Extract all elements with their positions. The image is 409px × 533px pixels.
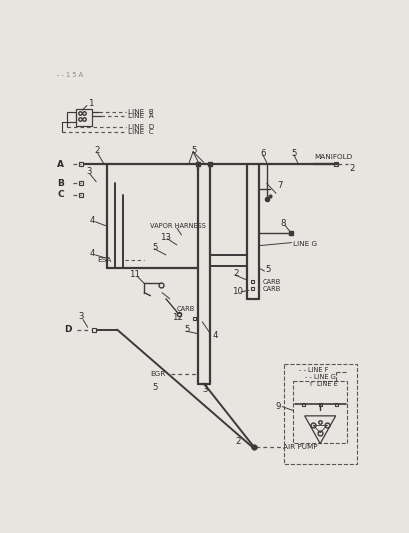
Bar — [67, 112, 76, 123]
Text: 5: 5 — [265, 265, 270, 274]
Text: 2: 2 — [94, 147, 99, 156]
Text: 8: 8 — [280, 219, 285, 228]
Bar — [251, 280, 254, 284]
Bar — [79, 193, 83, 197]
Text: 2: 2 — [234, 437, 240, 446]
Text: 11: 11 — [128, 270, 139, 279]
Bar — [92, 328, 96, 332]
Text: 9: 9 — [275, 402, 281, 411]
Text: r  LINE E: r LINE E — [309, 381, 337, 387]
Text: 4: 4 — [212, 330, 218, 340]
Text: 4: 4 — [90, 216, 95, 225]
Text: AIR PUMP: AIR PUMP — [282, 445, 317, 450]
Bar — [76, 109, 91, 126]
Text: 3: 3 — [202, 385, 207, 394]
Text: 3: 3 — [86, 167, 91, 176]
Text: 10: 10 — [231, 287, 242, 296]
Text: EGR: EGR — [150, 372, 165, 377]
Text: 2: 2 — [233, 269, 238, 278]
Text: CARB: CARB — [262, 279, 281, 285]
Bar — [79, 181, 83, 185]
Text: ESA: ESA — [97, 257, 112, 263]
Bar — [79, 162, 83, 166]
Text: 2: 2 — [349, 164, 354, 173]
Text: LINE G: LINE G — [292, 241, 317, 247]
Text: - - LINE G: - - LINE G — [305, 374, 335, 381]
Text: 7: 7 — [277, 181, 282, 190]
Text: LINE  C: LINE C — [128, 129, 153, 135]
Text: 5: 5 — [291, 149, 296, 158]
Bar — [318, 403, 321, 406]
Text: C: C — [57, 190, 64, 199]
Text: D: D — [64, 325, 72, 334]
Text: B: B — [57, 179, 64, 188]
Bar — [193, 317, 196, 320]
Text: - - 1 5 A: - - 1 5 A — [57, 72, 83, 78]
Text: MANIFOLD: MANIFOLD — [314, 154, 352, 160]
Text: 5: 5 — [184, 325, 190, 334]
Text: 5: 5 — [152, 383, 157, 392]
Text: 4: 4 — [90, 249, 95, 258]
Text: CARB: CARB — [262, 286, 281, 292]
Text: 1: 1 — [88, 100, 93, 109]
Text: 6: 6 — [260, 149, 265, 158]
Text: 5: 5 — [152, 243, 157, 252]
Text: CARB: CARB — [176, 306, 195, 312]
Text: 3: 3 — [78, 312, 84, 321]
Text: LINE  A: LINE A — [128, 114, 153, 119]
Text: LINE  B: LINE B — [128, 109, 153, 115]
Text: 12: 12 — [172, 313, 183, 322]
Text: - - LINE F: - - LINE F — [299, 367, 328, 374]
Bar — [333, 162, 337, 166]
Text: 5: 5 — [191, 146, 197, 155]
Text: 13: 13 — [160, 233, 170, 241]
Text: LINE  D: LINE D — [128, 124, 154, 130]
Text: A: A — [57, 159, 64, 168]
Bar — [301, 403, 304, 406]
Bar — [251, 287, 254, 290]
Text: VAPOR HARNESS: VAPOR HARNESS — [150, 223, 206, 229]
Bar — [334, 403, 337, 406]
